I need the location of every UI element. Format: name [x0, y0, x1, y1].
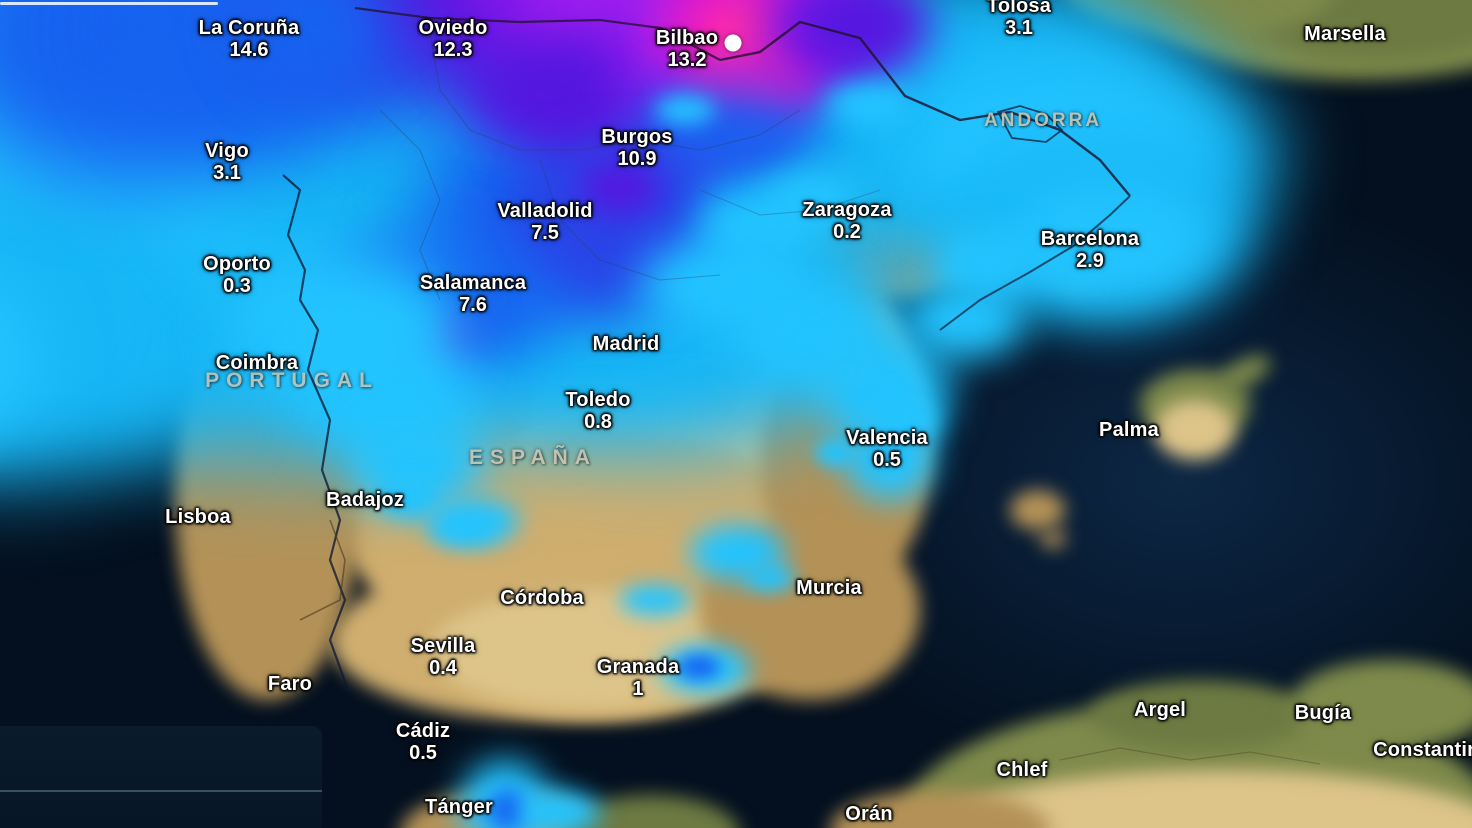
city-name: Burgos	[601, 126, 673, 148]
city-name: Valladolid	[497, 200, 593, 222]
city-name: Murcia	[796, 577, 862, 599]
city-label-constantina[interactable]: Constantina	[1373, 740, 1472, 761]
city-label-sevilla[interactable]: Sevilla 0.4	[411, 636, 476, 679]
city-label-cadiz[interactable]: Cádiz 0.5	[396, 721, 450, 764]
city-label-zaragoza[interactable]: Zaragoza 0.2	[802, 200, 891, 243]
timeline-scrub-bar[interactable]	[0, 2, 218, 5]
city-name: Toledo	[565, 389, 631, 411]
panel-divider	[0, 790, 322, 792]
city-name: Bugía	[1294, 702, 1352, 724]
city-name: Coimbra	[215, 352, 299, 374]
country-label-portugal: PORTUGAL	[205, 369, 379, 392]
city-value: 12.3	[433, 39, 473, 61]
city-name: Orán	[845, 803, 893, 825]
city-label-vigo[interactable]: Vigo 3.1	[205, 141, 249, 184]
city-label-oviedo[interactable]: Oviedo 12.3	[419, 18, 488, 61]
city-name: Vigo	[205, 140, 249, 162]
city-name: Marsella	[1304, 23, 1386, 45]
city-label-salamanca[interactable]: Salamanca 7.6	[420, 273, 526, 316]
city-label-tanger[interactable]: Tánger	[425, 797, 493, 818]
city-name: Lisboa	[165, 506, 231, 528]
city-name: La Coruña	[198, 17, 300, 39]
city-label-murcia[interactable]: Murcia	[796, 578, 862, 599]
city-value: 2.9	[1076, 250, 1104, 272]
city-label-tolosa[interactable]: Tolosa 3.1	[987, 0, 1051, 39]
country-label-espana: ESPAÑA	[469, 446, 597, 469]
city-name: Bilbao	[655, 27, 719, 49]
city-label-chlef[interactable]: Chlef	[997, 760, 1048, 781]
city-name: Faro	[267, 673, 313, 695]
city-value: 7.5	[531, 222, 559, 244]
city-name: Badajoz	[325, 489, 405, 511]
city-value: 0.5	[409, 742, 437, 764]
city-value: 14.6	[229, 39, 269, 61]
selected-location-marker[interactable]	[724, 34, 742, 52]
city-label-granada[interactable]: Granada 1	[597, 657, 680, 700]
city-name: Sevilla	[410, 635, 476, 657]
city-name: Granada	[596, 656, 680, 678]
city-value: 10.9	[617, 148, 657, 170]
city-label-bilbao[interactable]: Bilbao 13.2	[656, 28, 718, 71]
city-value: 13.2	[667, 49, 707, 71]
city-name: Chlef	[996, 759, 1048, 781]
city-name: Barcelona	[1040, 228, 1140, 250]
city-label-la-coruna[interactable]: La Coruña 14.6	[199, 18, 300, 61]
city-value: 7.6	[459, 294, 487, 316]
city-label-marsella[interactable]: Marsella	[1304, 24, 1386, 45]
city-name: Constantina	[1373, 739, 1472, 761]
city-label-coimbra[interactable]: Coimbra	[216, 353, 299, 374]
city-label-oporto[interactable]: Oporto 0.3	[203, 254, 271, 297]
city-label-bugia[interactable]: Bugía	[1295, 703, 1352, 724]
city-value: 0.5	[873, 449, 901, 471]
city-label-burgos[interactable]: Burgos 10.9	[601, 127, 672, 170]
city-name: Tolosa	[986, 0, 1052, 17]
city-label-valencia[interactable]: Valencia 0.5	[846, 428, 928, 471]
city-name: Palma	[1099, 419, 1159, 441]
city-label-palma[interactable]: Palma	[1099, 420, 1159, 441]
city-name: Madrid	[592, 333, 660, 355]
map-control-panel[interactable]	[0, 726, 322, 828]
city-label-oran[interactable]: Orán	[845, 804, 892, 825]
city-value: 0.8	[584, 411, 612, 433]
city-value: 0.3	[223, 275, 251, 297]
city-name: Zaragoza	[802, 199, 892, 221]
city-name: Cádiz	[395, 720, 451, 742]
city-value: 3.1	[1005, 17, 1033, 39]
city-label-madrid[interactable]: Madrid	[593, 334, 660, 355]
city-name: Argel	[1133, 699, 1187, 721]
city-name: Córdoba	[500, 587, 584, 609]
city-value: 0.4	[429, 657, 457, 679]
city-label-cordoba[interactable]: Córdoba	[500, 588, 584, 609]
city-label-barcelona[interactable]: Barcelona 2.9	[1041, 229, 1140, 272]
city-label-argel[interactable]: Argel	[1134, 700, 1186, 721]
city-label-toledo[interactable]: Toledo 0.8	[565, 390, 630, 433]
city-name: Tánger	[425, 796, 493, 818]
city-value: 3.1	[213, 162, 241, 184]
city-value: 0.2	[833, 221, 861, 243]
city-label-badajoz[interactable]: Badajoz	[326, 490, 404, 511]
city-label-lisboa[interactable]: Lisboa	[165, 507, 231, 528]
city-value: 1	[632, 678, 644, 700]
city-label-valladolid[interactable]: Valladolid 7.5	[497, 201, 592, 244]
city-name: Oviedo	[418, 17, 488, 39]
city-label-faro[interactable]: Faro	[268, 674, 312, 695]
city-name: Salamanca	[419, 272, 527, 294]
city-name: Oporto	[203, 253, 271, 275]
country-label-andorra: ANDORRA	[983, 110, 1103, 131]
city-name: Valencia	[846, 427, 928, 449]
